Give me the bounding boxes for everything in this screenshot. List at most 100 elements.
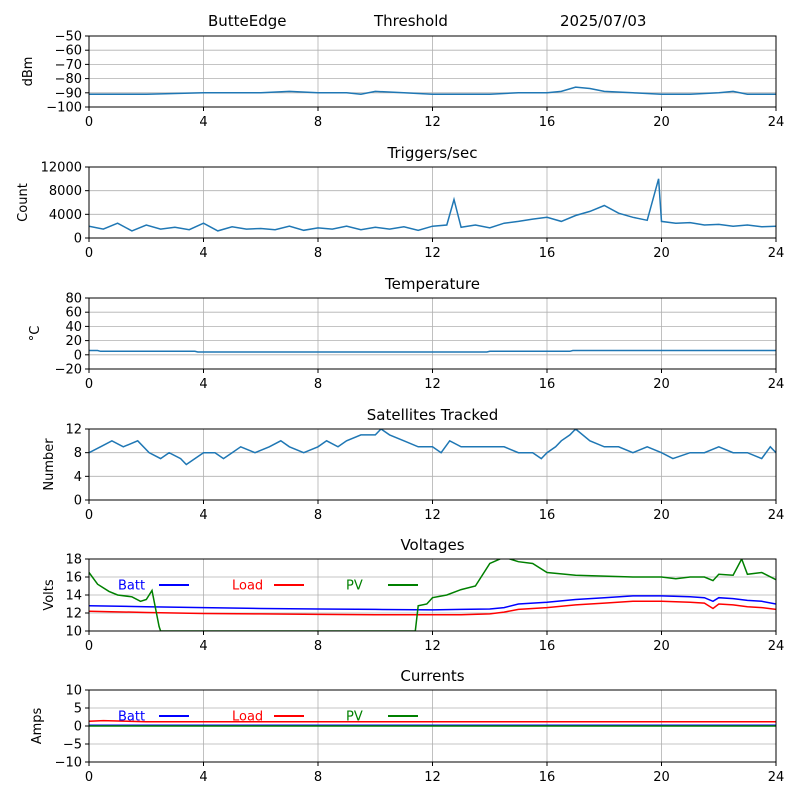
- y-tick-label: −100: [46, 101, 82, 116]
- y-tick-label: −50: [55, 30, 82, 45]
- panel-voltages: 0 4 8 12 16 20 24 10 12 14 16 18 Voltages Volts Batt Lo…: [42, 536, 784, 654]
- panel-title: Triggers/sec: [387, 144, 478, 162]
- y-tick-label: 60: [65, 306, 82, 321]
- y-axis-label: Number: [42, 438, 57, 491]
- x-tick-label: 20: [653, 508, 670, 523]
- legend-label-batt: Batt: [118, 579, 145, 594]
- x-tick-label: 24: [768, 246, 785, 261]
- legend-label-batt: Batt: [118, 710, 145, 725]
- x-tick-label: 12: [424, 246, 441, 261]
- y-tick-label: 12: [65, 607, 82, 622]
- x-tick-label: 16: [539, 377, 556, 392]
- y-axis-label: °C: [28, 326, 43, 342]
- y-tick-label: −90: [55, 86, 82, 101]
- x-tick-label: 8: [314, 246, 322, 261]
- series-line-load: [89, 600, 776, 616]
- x-tick-label: 16: [539, 115, 556, 130]
- header-station: ButteEdge: [208, 12, 287, 30]
- x-tick-label: 16: [539, 246, 556, 261]
- x-tick-label: 20: [653, 246, 670, 261]
- y-tick-label: 12000: [41, 161, 82, 176]
- header-date: 2025/07/03: [560, 12, 646, 30]
- y-tick-label: 16: [65, 571, 82, 586]
- y-tick-label: −80: [55, 72, 82, 87]
- y-tick-label: 4: [74, 470, 82, 485]
- y-tick-label: 8000: [49, 184, 82, 199]
- y-axis-label: dBm: [21, 57, 36, 87]
- y-tick-label: −60: [55, 44, 82, 59]
- y-axis-label: Count: [16, 183, 31, 222]
- x-tick-label: 8: [314, 115, 322, 130]
- y-tick-label: −20: [55, 363, 82, 378]
- x-tick-label: 20: [653, 115, 670, 130]
- x-tick-label: 0: [85, 639, 93, 654]
- series-line-data-0: [89, 178, 776, 232]
- panel-currents: 0 4 8 12 16 20 24 −10 −5 0 5 10 Currents Amps Batt Load…: [30, 667, 784, 785]
- y-axis-label: Volts: [42, 579, 57, 611]
- x-tick-label: 4: [199, 770, 207, 785]
- y-tick-label: 14: [65, 589, 82, 604]
- series-line-data-0: [89, 86, 776, 95]
- x-tick-label: 16: [539, 639, 556, 654]
- series-line-batt: [89, 595, 776, 611]
- x-tick-label: 12: [424, 115, 441, 130]
- x-tick-label: 8: [314, 377, 322, 392]
- x-tick-label: 4: [199, 377, 207, 392]
- y-tick-label: 40: [65, 320, 82, 335]
- series-line-pv: [89, 559, 776, 631]
- series-line-data-0: [89, 429, 776, 466]
- panel-title: Temperature: [384, 275, 480, 293]
- y-tick-label: 12: [65, 423, 82, 438]
- x-tick-label: 12: [424, 639, 441, 654]
- y-tick-label: −10: [55, 756, 82, 771]
- x-tick-label: 12: [424, 377, 441, 392]
- y-tick-label: −70: [55, 58, 82, 73]
- y-tick-label: 10: [65, 684, 82, 699]
- series-line-data-0: [89, 349, 776, 353]
- x-tick-label: 20: [653, 377, 670, 392]
- y-tick-label: 0: [74, 232, 82, 247]
- y-tick-label: 80: [65, 292, 82, 307]
- panel-satellites: 0 4 8 12 16 20 24 0 4 8 12 Satellites Tracked Number: [42, 406, 784, 523]
- x-tick-label: 24: [768, 508, 785, 523]
- y-tick-label: 0: [74, 720, 82, 735]
- y-tick-label: 5: [74, 702, 82, 717]
- x-tick-label: 8: [314, 508, 322, 523]
- x-tick-label: 12: [424, 770, 441, 785]
- x-tick-label: 8: [314, 770, 322, 785]
- x-tick-label: 20: [653, 639, 670, 654]
- y-tick-label: 0: [74, 348, 82, 363]
- x-tick-label: 4: [199, 246, 207, 261]
- x-tick-label: 0: [85, 377, 93, 392]
- legend-label-pv: PV: [346, 710, 363, 725]
- x-tick-label: 16: [539, 770, 556, 785]
- legend-label-load: Load: [232, 579, 263, 594]
- y-tick-label: 20: [65, 334, 82, 349]
- y-tick-label: 4000: [49, 208, 82, 223]
- x-tick-label: 8: [314, 639, 322, 654]
- x-tick-label: 20: [653, 770, 670, 785]
- series-line-load: [89, 719, 776, 723]
- panel-title: Satellites Tracked: [367, 406, 498, 424]
- x-tick-label: 4: [199, 115, 207, 130]
- panel-triggers: 0 4 8 12 16 20 24 0 4000 8000 12000 Triggers/sec Cou…: [16, 144, 784, 261]
- x-tick-label: 0: [85, 508, 93, 523]
- y-tick-label: 10: [65, 625, 82, 640]
- panel-title: Currents: [400, 667, 464, 685]
- x-tick-label: 24: [768, 770, 785, 785]
- legend-label-load: Load: [232, 710, 263, 725]
- x-tick-label: 24: [768, 115, 785, 130]
- x-tick-label: 0: [85, 246, 93, 261]
- panel-threshold: 0 4 8 12 16 20 24 −100−90−80−70−60−50 dBm: [21, 30, 784, 131]
- header-mode: Threshold: [373, 12, 448, 30]
- y-tick-label: 18: [65, 553, 82, 568]
- legend-label-pv: PV: [346, 579, 363, 594]
- x-tick-label: 12: [424, 508, 441, 523]
- x-tick-label: 0: [85, 115, 93, 130]
- x-tick-label: 0: [85, 770, 93, 785]
- y-axis-label: Amps: [30, 707, 45, 744]
- x-tick-label: 4: [199, 508, 207, 523]
